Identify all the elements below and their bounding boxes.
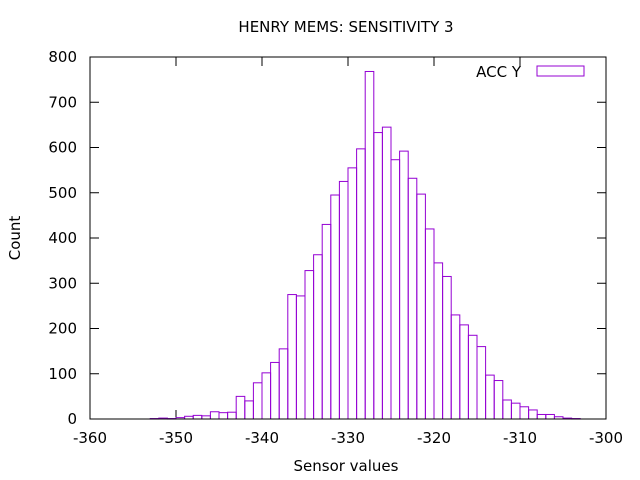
y-tick-label: 800 bbox=[48, 48, 77, 66]
histogram-bar bbox=[545, 413, 555, 420]
histogram-bar bbox=[502, 399, 512, 420]
histogram-bar bbox=[304, 270, 315, 420]
histogram-bar bbox=[528, 409, 538, 420]
histogram-bar bbox=[192, 414, 203, 420]
histogram-bar bbox=[407, 177, 418, 420]
histogram-bar bbox=[321, 223, 332, 420]
histogram-bar bbox=[390, 159, 401, 420]
histogram-bar bbox=[218, 412, 229, 420]
histogram-bar bbox=[227, 411, 237, 420]
histogram-bar bbox=[373, 132, 383, 420]
histogram-bar bbox=[510, 402, 521, 420]
x-tick-label: -340 bbox=[245, 429, 279, 447]
histogram-bar bbox=[338, 180, 349, 420]
x-tick-label: -320 bbox=[417, 429, 451, 447]
x-tick-label: -310 bbox=[503, 429, 537, 447]
histogram-bar bbox=[347, 167, 358, 420]
histogram-bar bbox=[381, 126, 392, 420]
y-tick-label: 700 bbox=[48, 93, 77, 111]
x-tick-label: -350 bbox=[159, 429, 193, 447]
chart-title: HENRY MEMS: SENSITIVITY 3 bbox=[238, 18, 453, 36]
x-tick-label: -330 bbox=[331, 429, 365, 447]
histogram-bar bbox=[252, 382, 263, 420]
legend-label: ACC Y bbox=[476, 63, 522, 81]
histogram-bar bbox=[364, 70, 375, 420]
y-tick-label: 600 bbox=[48, 139, 77, 157]
legend: ACC Y bbox=[476, 63, 585, 81]
histogram-bar bbox=[450, 314, 461, 420]
histogram-bar bbox=[244, 400, 254, 420]
histogram-bar bbox=[209, 411, 220, 420]
y-tick-label: 0 bbox=[67, 410, 77, 428]
y-tick-label: 300 bbox=[48, 274, 77, 292]
histogram-bar bbox=[442, 275, 452, 420]
histogram-bar bbox=[235, 395, 246, 420]
histogram-bar bbox=[536, 413, 547, 420]
histogram-bar bbox=[416, 193, 426, 420]
histogram-bar bbox=[287, 294, 297, 420]
histogram-bars bbox=[149, 70, 581, 420]
y-tick-label: 400 bbox=[48, 229, 77, 247]
plot-frame bbox=[89, 56, 607, 420]
y-tick-label: 500 bbox=[48, 184, 77, 202]
histogram-bar bbox=[467, 334, 478, 420]
histogram-bar bbox=[424, 228, 435, 420]
histogram-bar bbox=[493, 380, 504, 420]
histogram-bar bbox=[330, 194, 340, 420]
histogram-bar bbox=[295, 295, 306, 420]
x-tick-label: -300 bbox=[589, 429, 623, 447]
y-axis-label: Count bbox=[6, 216, 24, 261]
histogram-bar bbox=[476, 346, 487, 420]
legend-swatch bbox=[536, 65, 585, 77]
y-tick-label: 200 bbox=[48, 320, 77, 338]
histogram-bar bbox=[433, 262, 444, 420]
axis-ticks: 0 100 200 300 400 500 600 700 800 -360 -350 -340 -33… bbox=[48, 48, 623, 447]
histogram-bar bbox=[485, 374, 495, 420]
histogram-bar bbox=[313, 254, 323, 420]
histogram-bar bbox=[519, 406, 530, 420]
histogram-bar bbox=[261, 372, 272, 420]
histogram-bar bbox=[270, 361, 280, 420]
histogram-bar bbox=[459, 324, 469, 420]
histogram-bar bbox=[399, 150, 409, 420]
histogram-bar bbox=[278, 348, 289, 420]
x-tick-label: -360 bbox=[73, 429, 107, 447]
x-axis-label: Sensor values bbox=[294, 457, 399, 475]
y-tick-label: 100 bbox=[48, 365, 77, 383]
histogram-bar bbox=[356, 148, 366, 420]
